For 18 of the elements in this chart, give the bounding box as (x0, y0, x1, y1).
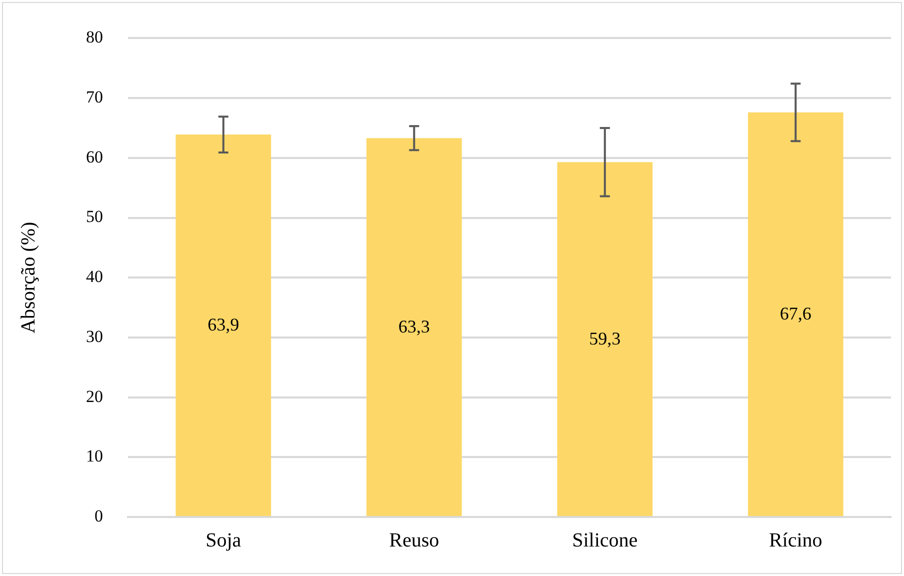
data-label: 63,3 (398, 316, 430, 336)
y-tick-label: 0 (94, 506, 103, 526)
x-tick-label: Soja (206, 529, 242, 552)
y-tick-label: 20 (86, 386, 103, 406)
x-tick-label: Silicone (572, 529, 638, 552)
x-tick-label: Rícino (768, 529, 822, 552)
data-label: 59,3 (589, 328, 621, 348)
data-label: 63,9 (208, 314, 240, 335)
y-tick-label: 60 (86, 147, 103, 166)
data-label: 67,6 (780, 303, 812, 324)
y-tick-label: 30 (86, 326, 103, 346)
y-tick-label: 40 (86, 267, 103, 286)
y-tick-label: 50 (86, 207, 103, 226)
y-tick-label: 80 (86, 28, 103, 47)
y-axis-title: Absorção (%) (17, 222, 40, 334)
y-tick-label: 70 (86, 88, 103, 107)
x-tick-label: Reuso (389, 529, 440, 552)
y-tick-label: 10 (86, 446, 103, 466)
